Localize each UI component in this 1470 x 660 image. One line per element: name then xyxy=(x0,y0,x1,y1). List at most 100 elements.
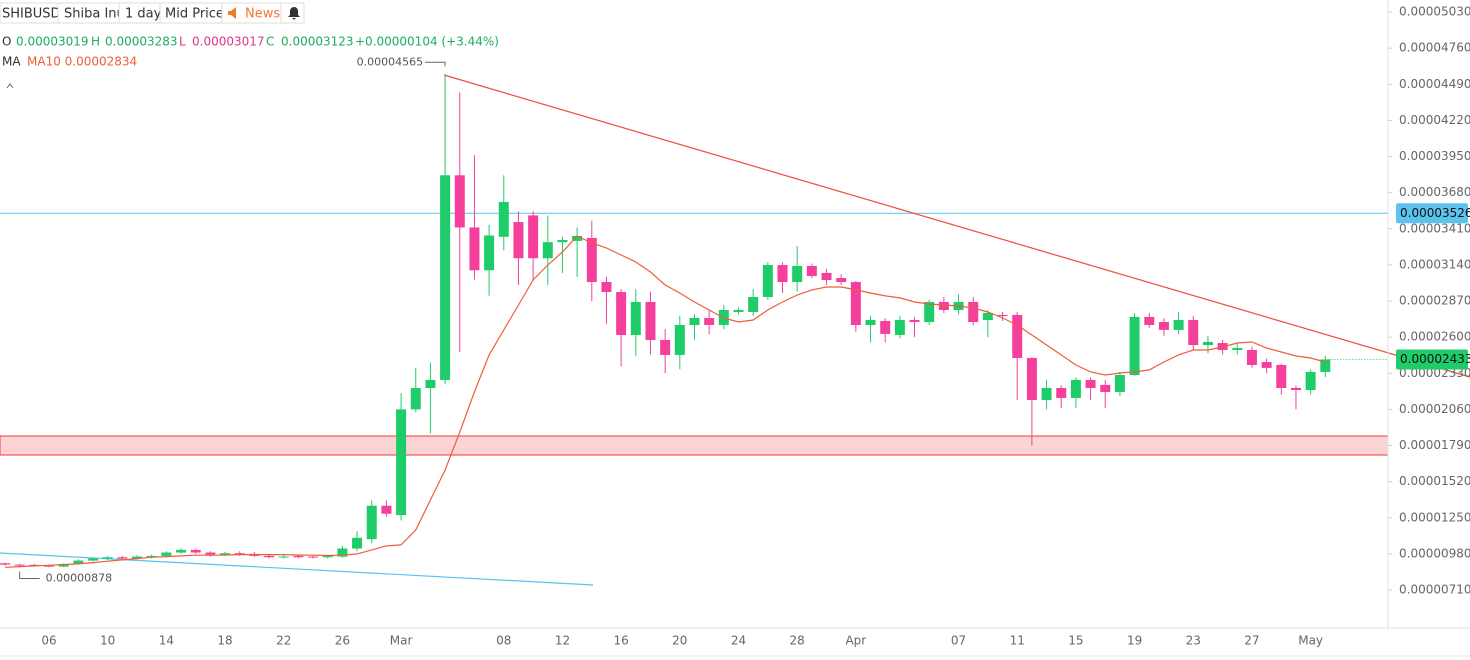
candle-body xyxy=(645,301,656,340)
high-annotation: 0.00004565 xyxy=(357,55,423,68)
close-value: 0.00003123 xyxy=(281,35,354,49)
candle-body xyxy=(73,560,84,564)
candle-body xyxy=(865,320,876,325)
bell-icon xyxy=(288,7,300,20)
background-layer xyxy=(0,11,1392,591)
candle-body xyxy=(689,318,700,325)
toolbar: SHIBUSD Shiba Inu 1 day Mid Price News xyxy=(0,2,305,24)
candle-body xyxy=(982,312,993,321)
candle-body xyxy=(513,222,524,259)
candle-body xyxy=(938,301,949,310)
low-value: 0.00003017 xyxy=(192,35,265,49)
y-tick-label: 0.00003140 xyxy=(1399,257,1470,271)
candle-body xyxy=(117,557,128,559)
change-value: +0.00000104 (+3.44%) xyxy=(355,35,499,49)
y-tick-label: 0.00002870 xyxy=(1399,294,1470,308)
candle-body xyxy=(88,558,99,561)
y-tick-label: 0.00003680 xyxy=(1399,185,1470,199)
candle-body xyxy=(161,552,172,556)
candle-body xyxy=(1202,341,1213,346)
x-tick-label: 07 xyxy=(951,634,966,648)
candle-body xyxy=(176,549,187,553)
candle-body xyxy=(1261,362,1272,368)
candle-body xyxy=(484,235,495,271)
x-tick-label: 19 xyxy=(1127,634,1142,648)
candle-body xyxy=(572,236,583,241)
y-tick-label: 0.00005030 xyxy=(1399,5,1470,19)
x-tick-label: 23 xyxy=(1186,634,1201,648)
collapse-caret[interactable] xyxy=(6,83,14,89)
candle-body xyxy=(440,175,451,380)
marks-layer xyxy=(0,74,1331,568)
candle-body xyxy=(1056,387,1067,399)
y-tick-label: 0.00000710 xyxy=(1399,583,1470,597)
candle-body xyxy=(704,318,715,325)
labels-layer: 0.00005030 0.00004760 0.00004490 0.00004220… xyxy=(19,5,1470,648)
y-tick-label: 0.00001250 xyxy=(1399,510,1470,524)
candle-body xyxy=(528,215,539,259)
candle-body xyxy=(132,556,143,559)
candle-body xyxy=(102,557,113,559)
candle-body xyxy=(894,320,905,336)
ma-label: MA xyxy=(2,55,21,69)
y-tick-label: 0.00001520 xyxy=(1399,474,1470,488)
news-icon xyxy=(228,7,236,19)
candle-body xyxy=(630,301,641,336)
candle-body xyxy=(762,265,773,298)
candle-body xyxy=(660,339,671,355)
symbol-name: Shiba Inu xyxy=(64,7,125,22)
candle-body xyxy=(557,240,568,243)
candle-body xyxy=(850,282,861,325)
x-tick-label: 12 xyxy=(555,634,570,648)
price-type: Mid Price xyxy=(165,7,224,22)
candle-body xyxy=(821,272,832,281)
candle-body xyxy=(1129,316,1140,376)
x-tick-label: 15 xyxy=(1068,634,1083,648)
x-tick-label: 22 xyxy=(276,634,291,648)
high-label: H xyxy=(91,35,100,49)
y-tick-label: 0.00004760 xyxy=(1399,41,1470,55)
x-tick-label: May xyxy=(1298,634,1323,648)
x-tick-label: 26 xyxy=(335,634,350,648)
candle-body xyxy=(836,278,847,283)
candle-body xyxy=(880,320,891,334)
candle-body xyxy=(777,265,788,283)
x-tick-label: 20 xyxy=(672,634,687,648)
low-marker xyxy=(19,571,40,580)
x-tick-label: 08 xyxy=(496,634,511,648)
candle-body xyxy=(1114,375,1125,392)
candle-body xyxy=(1012,314,1023,359)
candle-body xyxy=(146,555,157,558)
candle-body xyxy=(586,238,597,283)
close-label: C xyxy=(266,35,274,49)
candle-body xyxy=(469,227,480,271)
x-tick-label: 06 xyxy=(41,634,56,648)
candle-body xyxy=(1276,364,1287,388)
candle-body xyxy=(1320,359,1331,372)
high-marker xyxy=(425,61,446,67)
candle-body xyxy=(498,202,509,237)
price-line-label: 0.00003526 xyxy=(1400,206,1470,220)
symbol: SHIBUSD xyxy=(2,7,61,22)
candle-body xyxy=(1305,371,1316,390)
x-tick-label: 11 xyxy=(1010,634,1025,648)
support-zone xyxy=(0,435,1389,456)
candle-body xyxy=(542,242,553,259)
candle-body xyxy=(220,553,231,555)
y-tick-label: 0.00003410 xyxy=(1399,221,1470,235)
y-tick-label: 0.00002060 xyxy=(1399,402,1470,416)
candle-body xyxy=(1246,349,1257,365)
candle-body xyxy=(337,548,348,557)
low-label: L xyxy=(179,35,186,49)
candle-body xyxy=(293,555,304,558)
low-annotation: 0.00000878 xyxy=(46,572,112,585)
x-tick-label: 10 xyxy=(100,634,115,648)
candle-body xyxy=(454,175,465,228)
candle-body xyxy=(410,387,421,410)
candle-body xyxy=(396,409,407,516)
ma-line xyxy=(4,235,1326,568)
x-tick-label: 27 xyxy=(1244,634,1259,648)
candle-body xyxy=(997,314,1008,317)
candle-body xyxy=(1144,316,1155,325)
